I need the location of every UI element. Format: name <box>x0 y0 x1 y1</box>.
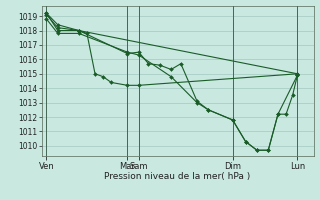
X-axis label: Pression niveau de la mer( hPa ): Pression niveau de la mer( hPa ) <box>104 172 251 181</box>
